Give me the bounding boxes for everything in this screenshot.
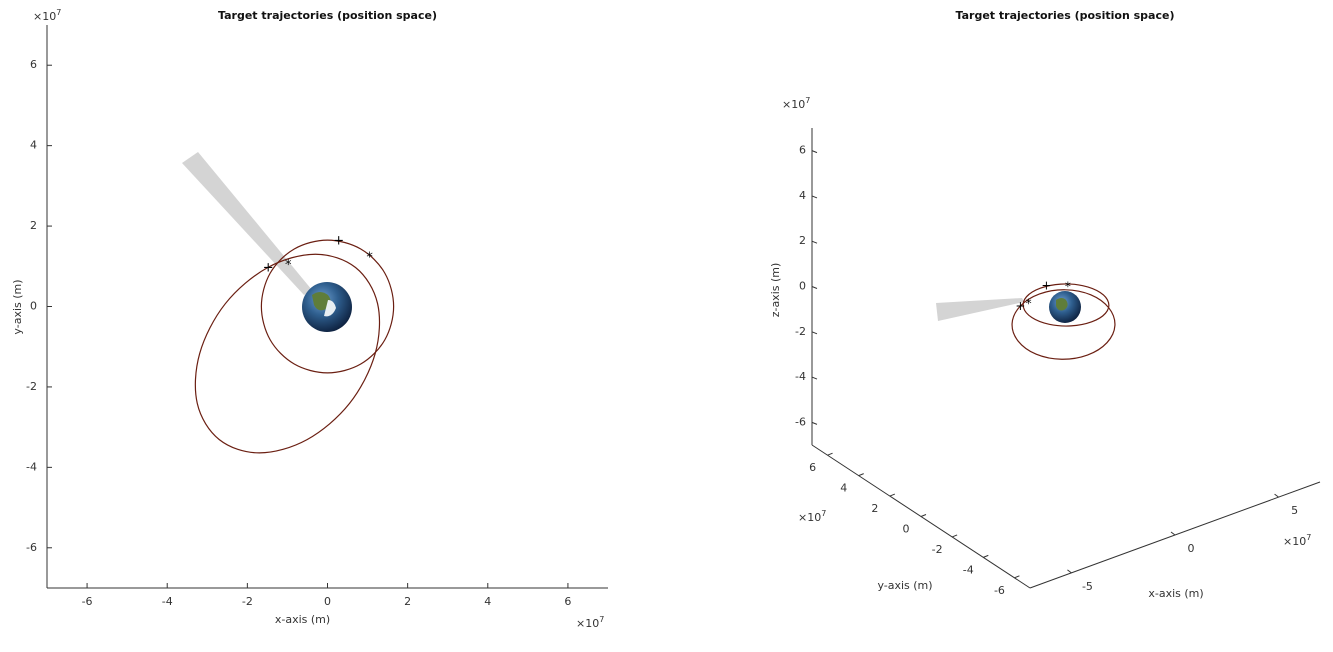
figure: Target trajectories (position space) -6 -4… xyxy=(0,0,1333,648)
x-tick-label: -6 xyxy=(82,595,93,608)
chart-title: Target trajectories (position space) xyxy=(218,9,437,22)
y-tick-label: 4 xyxy=(30,139,37,152)
y-tick-label: -2 xyxy=(932,543,943,556)
exponent-base: ×10 xyxy=(576,617,599,630)
z-tick-label: 2 xyxy=(799,234,806,247)
marker: * xyxy=(366,251,373,266)
y-tick xyxy=(1014,576,1019,578)
y-tick-label: -6 xyxy=(26,541,37,554)
exponent-base: ×10 xyxy=(782,98,805,111)
x-tick-label: 6 xyxy=(564,595,571,608)
x-tick-label: -5 xyxy=(1082,580,1093,593)
z-tick-label: 6 xyxy=(799,144,806,157)
marker: * xyxy=(1026,297,1032,311)
z-tick-label: 0 xyxy=(799,280,806,293)
x-tick-label: 0 xyxy=(1188,542,1195,555)
sensor-cone xyxy=(182,152,312,295)
marker: + xyxy=(1015,299,1025,313)
exponent-power: 7 xyxy=(805,96,810,105)
marker: * xyxy=(285,258,292,273)
chart-title: Target trajectories (position space) xyxy=(956,9,1175,22)
x-axis-label: x-axis (m) xyxy=(275,613,330,626)
y-tick xyxy=(890,494,895,496)
exponent-power: 7 xyxy=(821,509,826,518)
x-tick-label: 4 xyxy=(484,595,491,608)
z-tick xyxy=(812,287,817,289)
y-tick-label: 2 xyxy=(30,219,37,232)
sensor-cone xyxy=(936,298,1024,321)
y-tick xyxy=(983,555,988,557)
exponent-label: ×107 xyxy=(33,8,61,24)
y-tick-label: -2 xyxy=(26,380,37,393)
exponent-label: ×107 xyxy=(798,509,826,525)
exponent-power: 7 xyxy=(1306,533,1311,542)
z-tick xyxy=(812,422,817,424)
x-axis-label: x-axis (m) xyxy=(1148,587,1203,600)
x-tick xyxy=(1275,494,1279,497)
y-tick-label: 0 xyxy=(903,523,910,536)
y-tick xyxy=(859,474,864,476)
z-tick xyxy=(812,377,817,379)
z-tick-label: 4 xyxy=(799,189,806,202)
exponent-base: ×10 xyxy=(33,10,56,23)
z-tick xyxy=(812,241,817,243)
y-axis-label: y-axis (m) xyxy=(11,279,24,334)
z-tick xyxy=(812,151,817,153)
y-axis-label: y-axis (m) xyxy=(877,579,932,592)
exponent-label: ×107 xyxy=(782,96,810,112)
y-tick-label: 6 xyxy=(30,58,37,71)
y-tick-label: -4 xyxy=(26,460,37,473)
orbit xyxy=(195,254,379,453)
z-tick-label: -2 xyxy=(795,325,806,338)
y-tick-label: 6 xyxy=(809,461,816,474)
marker: + xyxy=(333,233,344,248)
z-axis-label: z-axis (m) xyxy=(769,263,782,318)
exponent-label: ×107 xyxy=(576,615,604,631)
x-tick-label: 5 xyxy=(1291,504,1298,517)
y-tick xyxy=(952,535,957,537)
exponent-power: 7 xyxy=(599,615,604,624)
y-tick xyxy=(828,453,833,455)
y-tick-label: 4 xyxy=(840,482,847,495)
y-tick-label: -6 xyxy=(994,584,1005,597)
x-tick xyxy=(1067,570,1071,573)
x-tick-label: -2 xyxy=(242,595,253,608)
left-decor xyxy=(182,152,352,332)
x-tick xyxy=(1171,532,1175,535)
marker: + xyxy=(263,260,274,275)
exponent-base: ×10 xyxy=(1283,535,1306,548)
exponent-base: ×10 xyxy=(798,511,821,524)
exponent-power: 7 xyxy=(56,8,61,17)
z-tick-label: -4 xyxy=(795,370,806,383)
marker: * xyxy=(1065,279,1071,293)
z-tick xyxy=(812,196,817,198)
y-tick xyxy=(921,515,926,517)
marker: + xyxy=(1041,279,1051,293)
z-tick-label: -6 xyxy=(795,415,806,428)
z-tick xyxy=(812,332,817,334)
right-decor xyxy=(936,291,1081,323)
y-tick-label: 0 xyxy=(30,300,37,313)
exponent-label: ×107 xyxy=(1283,533,1311,549)
x-tick-label: 0 xyxy=(324,595,331,608)
x-tick-label: -4 xyxy=(162,595,173,608)
y-tick-label: 2 xyxy=(871,502,878,515)
y-tick-label: -4 xyxy=(963,563,974,576)
x-tick-label: 2 xyxy=(404,595,411,608)
